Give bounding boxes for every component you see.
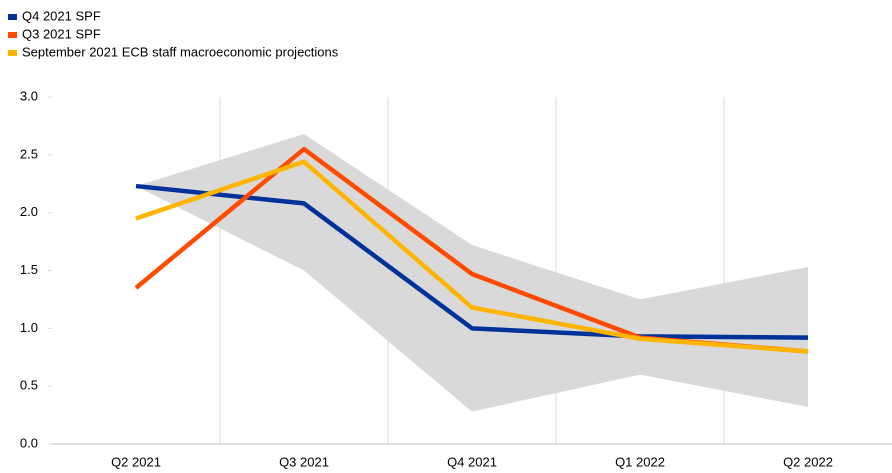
y-tick-label: 0.0 bbox=[20, 435, 38, 450]
y-tick-label: 2.0 bbox=[20, 204, 38, 219]
legend-swatch bbox=[8, 14, 17, 20]
x-tick-label: Q2 2021 bbox=[111, 454, 161, 469]
y-tick-label: 1.0 bbox=[20, 320, 38, 335]
y-tick-label: 0.5 bbox=[20, 378, 38, 393]
series-line bbox=[135, 159, 809, 354]
legend-swatch bbox=[8, 50, 17, 56]
x-tick-label: Q4 2021 bbox=[447, 454, 497, 469]
y-tick-label: 3.0 bbox=[20, 88, 38, 103]
y-tick-label: 2.5 bbox=[20, 146, 38, 161]
y-tick-label: 1.5 bbox=[20, 262, 38, 277]
x-tick-label: Q3 2021 bbox=[279, 454, 329, 469]
legend-label: Q3 2021 SPF bbox=[22, 26, 101, 41]
x-tick-label: Q2 2022 bbox=[783, 454, 833, 469]
legend-label: Q4 2021 SPF bbox=[22, 8, 101, 23]
legend-label: September 2021 ECB staff macroeconomic p… bbox=[22, 44, 339, 59]
x-tick-label: Q1 2022 bbox=[615, 454, 665, 469]
legend-swatch bbox=[8, 32, 17, 38]
